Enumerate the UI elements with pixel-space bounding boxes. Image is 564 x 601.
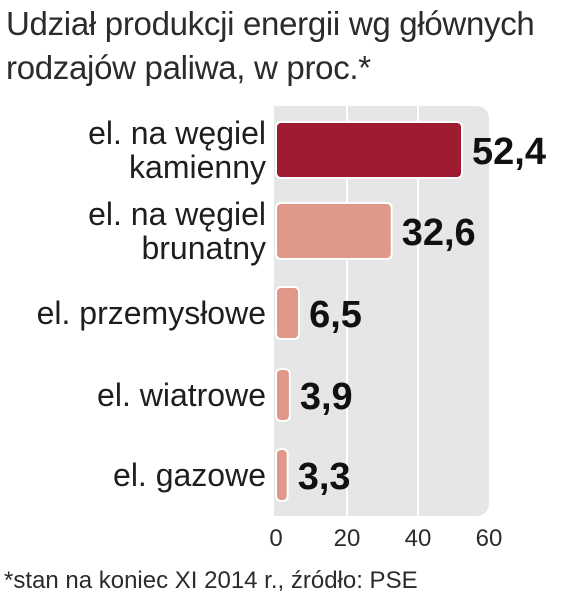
- value-label: 3,9: [300, 376, 353, 418]
- category-label: el. na węgiel brunatny: [88, 196, 266, 266]
- value-label: 3,3: [298, 456, 351, 498]
- x-tick-label: 60: [476, 525, 503, 552]
- bar: [275, 202, 393, 260]
- bar: [275, 121, 464, 179]
- bar: [275, 368, 291, 422]
- bar: [275, 448, 289, 502]
- category-label: el. przemysłowe: [37, 295, 266, 331]
- chart-title: Udział produkcji energii wg głównych rod…: [6, 5, 535, 86]
- category-label: el. gazowe: [113, 457, 266, 493]
- chart-footnote: *stan na koniec XI 2014 r., źródło: PSE: [4, 567, 418, 594]
- bar: [275, 286, 301, 340]
- x-tick-label: 20: [334, 525, 361, 552]
- value-label: 6,5: [309, 294, 362, 336]
- value-label: 52,4: [472, 131, 546, 173]
- x-tick-label: 0: [269, 525, 282, 552]
- category-label: el. wiatrowe: [97, 377, 266, 413]
- x-tick-label: 40: [405, 525, 432, 552]
- category-label: el. na węgiel kamienny: [88, 115, 266, 185]
- value-label: 32,6: [402, 212, 476, 254]
